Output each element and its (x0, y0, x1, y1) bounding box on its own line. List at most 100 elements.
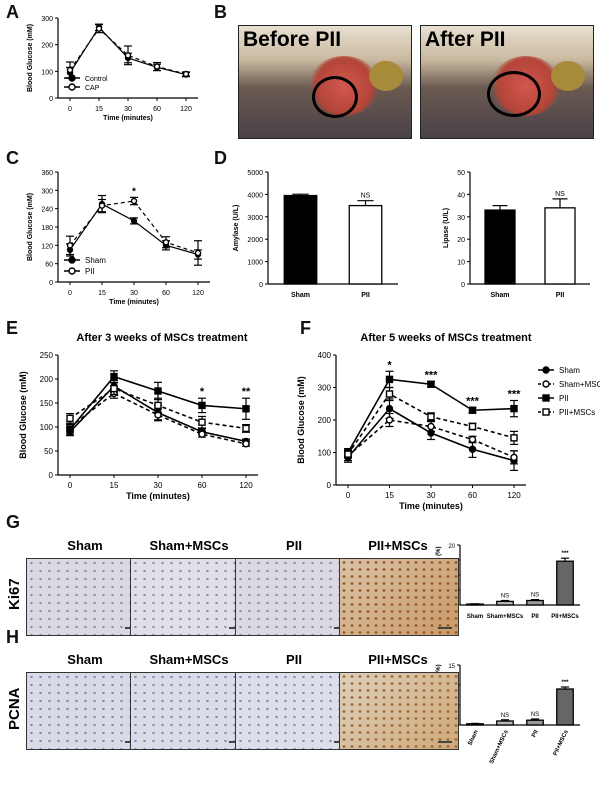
f-legend-label: PII (559, 394, 569, 403)
f-x-axis-label: Time (minutes) (399, 501, 463, 511)
e-significance-label: * (200, 386, 205, 398)
a-y-tick-label: 200 (41, 43, 53, 50)
e-x-tick-label: 60 (198, 481, 207, 490)
a-point (124, 52, 132, 59)
f-point (385, 390, 394, 398)
f-point (385, 375, 394, 384)
c-point (98, 202, 106, 209)
ki67-pii-mscs-image (339, 558, 459, 636)
g-significance-label: *** (561, 551, 569, 557)
c-y-tick-label: 0 (49, 280, 53, 287)
h-bar (526, 719, 544, 726)
g-bar (496, 600, 514, 606)
pcna-pii-mscs-image (339, 672, 459, 750)
e-y-tick-label: 250 (40, 351, 54, 360)
f-point (510, 453, 518, 462)
pcna-pii-image (235, 672, 355, 750)
panel-f-title: After 5 weeks of MSCs treatment (360, 332, 532, 344)
f-point (468, 435, 477, 444)
d1-y-tick-label: 4000 (247, 192, 263, 199)
a-x-axis-label: Time (minutes) (103, 115, 153, 122)
d2-bar (484, 209, 516, 285)
f-point (468, 422, 477, 431)
f-y-tick-label: 200 (318, 416, 332, 425)
row-label-pcna: PCNA (6, 687, 23, 730)
d1-x-tick-label: PII (361, 292, 370, 299)
a-point (182, 70, 190, 78)
c-y-tick-label: 60 (45, 262, 53, 269)
e-y-tick-label: 0 (49, 471, 54, 480)
ki67-pii-image (235, 558, 355, 636)
panel-letter-a: A (6, 2, 19, 22)
a-y-tick-label: 100 (41, 69, 53, 76)
f-point (427, 380, 435, 388)
f-point (510, 404, 518, 413)
c-point (66, 242, 74, 249)
c-y-axis-label: Blood Glucose (mM) (27, 193, 34, 261)
c-y-tick-label: 120 (41, 243, 53, 250)
c-legend-point (68, 267, 76, 275)
col-sham-g: Sham (67, 538, 103, 553)
e-x-axis-label: Time (minutes) (126, 491, 190, 501)
a-y-tick-label: 0 (49, 96, 53, 103)
a-y-tick-label: 300 (41, 16, 53, 23)
h-y-tick-label: 15 (448, 664, 455, 670)
a-legend-label: CAP (85, 85, 100, 92)
a-x-tick-label: 15 (95, 106, 103, 113)
c-x-tick-label: 60 (162, 290, 170, 297)
c-significance-label: * (132, 186, 136, 197)
d1-y-axis-label: Amylase (U/L) (233, 205, 240, 252)
f-significance-label: *** (425, 370, 439, 382)
d2-y-tick-label: 10 (457, 260, 465, 267)
e-point (66, 414, 74, 423)
d1-bar (283, 194, 318, 285)
panel-letter-e: E (6, 318, 19, 338)
c-point (130, 217, 138, 225)
g-x-tick-label: PII (531, 614, 539, 620)
a-x-tick-label: 0 (68, 106, 72, 113)
e-point (198, 401, 206, 410)
circle-marker (487, 71, 541, 117)
circle-marker (312, 76, 358, 118)
d2-x-tick-label: Sham (490, 292, 509, 299)
e-point (198, 418, 206, 426)
f-legend-point (542, 394, 550, 402)
f-legend-label: PII+MSCs (559, 408, 595, 417)
c-legend-label: PII (85, 267, 95, 276)
f-point (468, 406, 477, 414)
organ (369, 61, 403, 91)
g-significance-label: NS (501, 594, 509, 600)
c-x-axis-label: Time (minutes) (109, 299, 159, 306)
panel-letter-d: D (214, 148, 227, 168)
e-y-tick-label: 150 (40, 399, 54, 408)
panel-letter-f: F (300, 318, 311, 338)
f-significance-label: * (387, 359, 392, 371)
f-x-tick-label: 0 (346, 491, 351, 500)
scale-bar (438, 627, 452, 629)
f-legend-label: Sham+MSCs (559, 380, 600, 389)
e-y-tick-label: 100 (40, 423, 54, 432)
f-point (468, 445, 477, 453)
c-point (194, 249, 202, 257)
g-x-tick-label: Sham+MSCs (487, 614, 524, 620)
e-point (110, 372, 118, 381)
c-legend-point (68, 256, 76, 264)
f-series-line (347, 419, 515, 459)
a-point (153, 63, 161, 70)
d2-x-tick-label: PII (556, 292, 565, 299)
c-x-tick-label: 30 (130, 290, 138, 297)
organ (551, 61, 585, 91)
e-point (154, 387, 162, 395)
g-bar (556, 560, 574, 606)
d1-bar (348, 204, 383, 285)
d2-significance-label: NS (555, 191, 565, 198)
g-significance-label: NS (531, 593, 539, 599)
panel-letter-g: G (6, 512, 21, 532)
e-x-tick-label: 0 (68, 481, 73, 490)
d2-bar (544, 207, 576, 285)
f-legend-point (542, 408, 550, 416)
e-x-tick-label: 120 (239, 481, 253, 490)
f-y-tick-label: 100 (318, 449, 332, 458)
e-y-tick-label: 200 (40, 375, 54, 384)
